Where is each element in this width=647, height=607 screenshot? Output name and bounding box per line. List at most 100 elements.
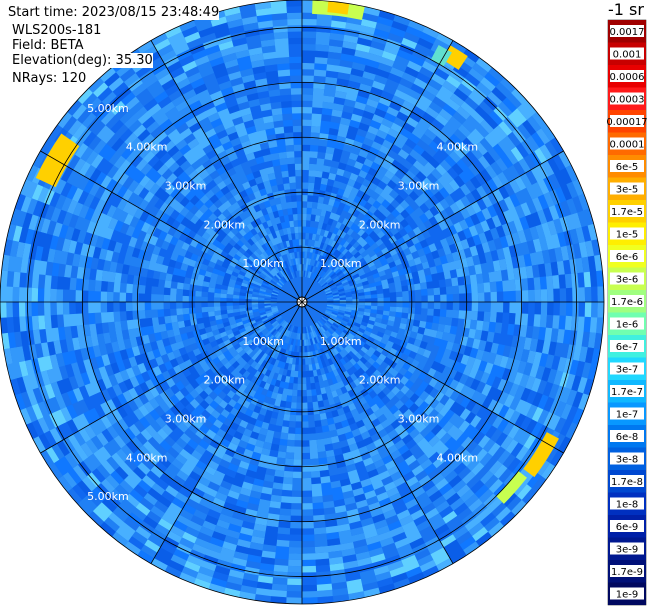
gate-cluster <box>6 14 594 597</box>
radial-spoke <box>150 301 303 564</box>
range-ring-label: 3.00km <box>165 413 207 426</box>
start-time-label: Start time: 2023/08/15 23:48:49 <box>8 5 220 20</box>
colorbar-tick-label: 6e-6 <box>616 252 639 263</box>
range-ring-labels: 1.00km 1.00km 1.00km 1.00km 2.00km 2.00km 2.00… <box>87 102 478 503</box>
colorbar-label-box <box>610 452 644 465</box>
colorbar-tick-label: 0.0017 <box>610 27 645 38</box>
range-ring-label: 2.00km <box>359 218 401 231</box>
range-ring-label: 2.00km <box>359 374 401 387</box>
center-tick <box>301 301 307 307</box>
colorbar-label-box <box>610 475 644 487</box>
colorbar-tick-label: 0.00017 <box>606 117 647 128</box>
range-ring-label: 4.00km <box>126 141 168 154</box>
colorbar-tick-label: 6e-5 <box>616 162 639 173</box>
nrays-label: NRays: 120 <box>12 71 87 86</box>
colorbar-tick-label: 1e-8 <box>616 500 639 511</box>
range-ring-label: 3.00km <box>398 413 440 426</box>
colorbar-tick-label: 1.7e-6 <box>611 297 643 308</box>
colorbar-label-box <box>610 227 644 240</box>
colorbar-tick-label: 3e-8 <box>616 455 639 466</box>
colorbar-label-box <box>610 250 644 262</box>
colorbar-tick-label: 0.0001 <box>610 140 645 151</box>
colorbar-tick-label: 3e-9 <box>616 545 639 556</box>
elevation-label: Elevation(deg): 35.30 <box>12 53 153 68</box>
colorbar: 0.0017 0.001 0.0006 0.0003 0.00017 0.0001 6e-5… <box>606 19 647 606</box>
high-return-patch <box>523 432 559 478</box>
radial-spoke <box>301 150 564 303</box>
colorbar-label-box <box>610 115 644 127</box>
colorbar-tick-label: 6e-7 <box>616 342 639 353</box>
field-label: Field: BETA <box>12 38 84 53</box>
colorbar-tick-label: 1.7e-9 <box>611 567 643 578</box>
high-return-patch <box>327 1 350 15</box>
range-ring-label: 5.00km <box>87 102 129 115</box>
colorbar-tick-label: 1e-7 <box>616 410 639 421</box>
colorbar-label-box <box>610 92 644 105</box>
colorbar-label-box <box>610 272 644 285</box>
colorbar-tick-label: 1e-5 <box>616 230 639 241</box>
gate-cluster <box>6 6 598 604</box>
colorbar-tick-label: 3e-7 <box>616 365 639 376</box>
radial-spoke <box>40 301 303 454</box>
colorbar-tick-label: 1.7e-7 <box>611 387 643 398</box>
colorbar-label-box <box>610 542 644 555</box>
range-ring-label: 2.00km <box>204 374 246 387</box>
range-ring-label: 4.00km <box>437 141 479 154</box>
radial-spoke <box>150 40 303 303</box>
colorbar-label-box <box>610 430 644 442</box>
colorbar-unit-label: -1 sr <box>608 0 644 19</box>
colorbar-label-box <box>610 25 644 37</box>
polar-grid <box>0 0 605 605</box>
range-ring-label: 5.00km <box>87 490 129 503</box>
colorbar-label-box <box>610 137 644 150</box>
range-ring-label: 4.00km <box>437 451 479 464</box>
colorbar-label-box <box>610 182 644 195</box>
colorbar-tick-label: 3e-6 <box>616 275 639 286</box>
range-ring-label: 4.00km <box>126 451 168 464</box>
gate-cluster <box>0 1 603 601</box>
colorbar-tick-label: 0.0006 <box>610 72 645 83</box>
colorbar-tick-label: 1e-9 <box>616 590 639 601</box>
colorbar-label-box <box>610 70 644 82</box>
instrument-label: WLS200s-181 <box>12 23 102 38</box>
colorbar-label-box <box>610 295 644 307</box>
colorbar-label-box <box>610 407 644 420</box>
radial-spoke <box>301 301 564 454</box>
center-tick <box>301 297 307 303</box>
center-tick <box>297 297 303 303</box>
center-tick <box>297 301 303 307</box>
range-ring-label: 1.00km <box>242 257 284 270</box>
colorbar-label-box <box>610 587 644 600</box>
radial-spoke <box>301 40 454 303</box>
range-ring-label: 3.00km <box>165 180 207 193</box>
colorbar-label-box <box>610 362 644 375</box>
gate-cluster <box>6 0 604 595</box>
gate-cluster <box>7 14 604 604</box>
gate-cluster <box>1 0 604 604</box>
colorbar-tick-label: 0.0003 <box>610 95 645 106</box>
colorbar-tick-label: 1e-6 <box>616 320 639 331</box>
colorbar-tick-label: 3e-5 <box>616 185 639 196</box>
radial-spoke <box>301 301 454 564</box>
colorbar-tick-label: 1.7e-5 <box>611 207 643 218</box>
colorbar-tick-label: 1.7e-8 <box>611 477 643 488</box>
colorbar-tick-label: 6e-8 <box>616 432 639 443</box>
range-ring-label: 2.00km <box>204 218 246 231</box>
radial-spoke <box>40 150 303 303</box>
colorbar-label-box <box>610 520 644 532</box>
radar-center-marker <box>296 296 308 308</box>
colorbar-label-box <box>610 317 644 330</box>
range-ring-label: 1.00km <box>320 257 362 270</box>
range-ring-label: 3.00km <box>398 180 440 193</box>
colorbar-label-box <box>610 160 644 172</box>
range-ring-label: 1.00km <box>320 335 362 348</box>
colorbar-label-box <box>610 565 644 577</box>
high-return-patch <box>496 471 527 504</box>
colorbar-label-box <box>610 497 644 510</box>
colorbar-tick-label: 0.001 <box>613 50 642 61</box>
high-return-patch <box>430 45 452 67</box>
gate-cluster <box>6 10 604 601</box>
colorbar-tick-label: 6e-9 <box>616 522 639 533</box>
colorbar-label-box <box>610 205 644 217</box>
